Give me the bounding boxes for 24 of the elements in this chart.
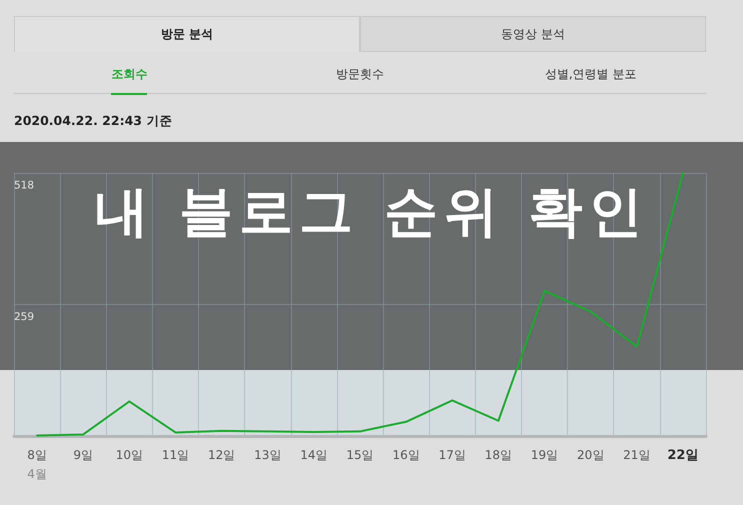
x-tick-label: 16일 xyxy=(392,448,420,462)
y-tick-label: 518 xyxy=(14,180,34,192)
x-tick-label: 14일 xyxy=(300,448,328,462)
x-tick-label: 13일 xyxy=(254,448,282,462)
tab[interactable]: 방문횟수 xyxy=(336,66,384,82)
x-tick-label: 8일 xyxy=(27,448,47,462)
tab[interactable]: 동영상 분석 xyxy=(360,16,706,52)
x-tick-label: 21일 xyxy=(623,448,650,462)
x-tick-label: 18일 xyxy=(484,448,512,462)
x-tick-label: 19일 xyxy=(530,448,558,462)
x-tick-label: 10일 xyxy=(116,448,143,462)
chart-title: 내 블로그 순위 확인 xyxy=(94,180,649,243)
x-tick-label: 17일 xyxy=(438,448,466,462)
chart-subtitle: 2020.04.22. 22:43 기준 xyxy=(14,113,172,130)
x-tick-label: 9일 xyxy=(73,448,94,462)
tab[interactable]: 방문 분석 xyxy=(14,16,360,52)
x-tick-label: 12일 xyxy=(208,448,236,462)
x-tick-label: 20일 xyxy=(577,448,604,462)
x-tick-label: 11일 xyxy=(162,448,190,462)
x-tick-label: 15일 xyxy=(346,448,374,462)
y-tick-label: 259 xyxy=(14,311,34,323)
x-axis-title: 4월 xyxy=(27,467,47,481)
tab[interactable]: 성별,연령별 분포 xyxy=(544,66,636,82)
x-tick-label: 22일 xyxy=(667,448,698,463)
